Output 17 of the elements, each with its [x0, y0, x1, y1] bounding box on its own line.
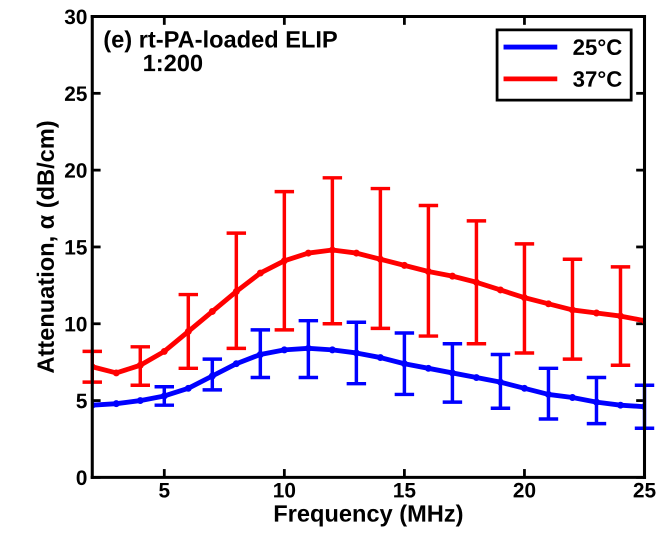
- annotation: (e) rt-PA-loaded ELIP 1:200: [104, 30, 337, 72]
- x-axis-title: Frequency (MHz): [274, 504, 462, 526]
- y-tick-label: 30: [64, 10, 87, 24]
- y-axis-title: Attenuation, α (dB/cm): [36, 122, 59, 373]
- x-tick-label: 10: [274, 482, 296, 498]
- y-tick-label: 20: [64, 163, 87, 178]
- x-tick-label: 20: [514, 482, 536, 498]
- y-tick-label: 0: [76, 470, 87, 486]
- legend-label: 37°C: [573, 71, 622, 87]
- y-tick-label: 15: [66, 240, 87, 255]
- legend-label: 25°C: [573, 39, 622, 56]
- x-tick-label: 25: [634, 482, 656, 498]
- x-tick-label: 5: [159, 483, 170, 498]
- y-tick-label: 10: [66, 316, 87, 332]
- y-tick-label: 25: [64, 86, 87, 102]
- y-tick-label: 5: [76, 394, 87, 408]
- x-tick-label: 15: [394, 483, 416, 498]
